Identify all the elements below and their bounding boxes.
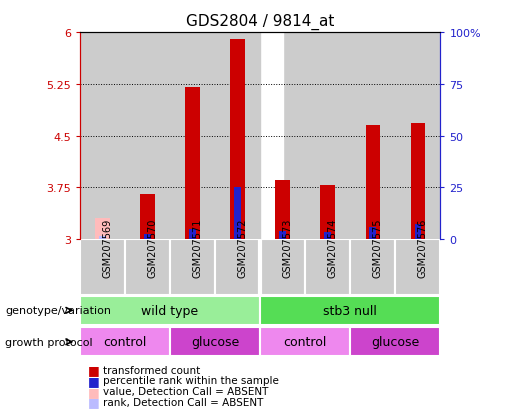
Bar [305, 33, 350, 240]
Bar [215, 33, 260, 240]
Text: growth protocol: growth protocol [5, 337, 93, 347]
Bar [260, 33, 305, 240]
Bar [189, 229, 196, 240]
Bar [350, 327, 440, 356]
Bar [230, 40, 245, 240]
Bar [125, 240, 170, 295]
Bar [279, 231, 286, 240]
Text: GSM207574: GSM207574 [328, 218, 338, 278]
Bar [366, 126, 380, 240]
Bar [185, 88, 200, 240]
Bar [320, 186, 335, 240]
Text: GSM207573: GSM207573 [283, 218, 293, 278]
Bar [170, 240, 215, 295]
Bar [369, 227, 376, 240]
Bar [80, 327, 170, 356]
Bar [260, 33, 283, 240]
Bar [237, 33, 260, 240]
Bar [324, 233, 331, 240]
Bar [80, 296, 260, 325]
Text: ■: ■ [88, 395, 99, 408]
Text: percentile rank within the sample: percentile rank within the sample [103, 375, 279, 385]
Text: GSM207572: GSM207572 [237, 218, 248, 278]
Bar [260, 327, 350, 356]
Bar [140, 195, 154, 240]
Text: GSM207569: GSM207569 [102, 218, 112, 278]
Text: wild type: wild type [142, 304, 198, 317]
Text: ■: ■ [88, 363, 99, 376]
Bar [260, 240, 305, 295]
Text: rank, Detection Call = ABSENT: rank, Detection Call = ABSENT [103, 397, 263, 407]
Text: GSM207575: GSM207575 [373, 218, 383, 278]
Text: transformed count: transformed count [103, 365, 200, 375]
Bar [234, 188, 241, 240]
Bar [350, 33, 396, 240]
Bar [305, 240, 350, 295]
Bar [144, 234, 151, 240]
Text: glucose: glucose [371, 335, 419, 348]
Bar [396, 240, 440, 295]
Bar [80, 33, 125, 240]
Bar [99, 236, 106, 240]
Bar [410, 124, 425, 240]
Bar [415, 224, 421, 240]
Text: glucose: glucose [191, 335, 239, 348]
Bar [170, 327, 260, 356]
Bar [95, 219, 110, 240]
Bar [170, 33, 215, 240]
Bar [260, 296, 440, 325]
Bar [125, 33, 170, 240]
Bar [215, 240, 260, 295]
Text: GSM207571: GSM207571 [193, 218, 202, 278]
Text: ■: ■ [88, 385, 99, 398]
Bar [350, 240, 396, 295]
Text: control: control [283, 335, 327, 348]
Text: value, Detection Call = ABSENT: value, Detection Call = ABSENT [103, 386, 268, 396]
Text: stb3 null: stb3 null [323, 304, 377, 317]
Title: GDS2804 / 9814_at: GDS2804 / 9814_at [186, 14, 334, 30]
Bar [396, 33, 440, 240]
Text: GSM207570: GSM207570 [147, 218, 158, 278]
Bar [276, 181, 290, 240]
Text: genotype/variation: genotype/variation [5, 306, 111, 316]
Text: ■: ■ [88, 374, 99, 387]
Bar [80, 240, 125, 295]
Text: control: control [103, 335, 147, 348]
Text: GSM207576: GSM207576 [418, 218, 428, 278]
